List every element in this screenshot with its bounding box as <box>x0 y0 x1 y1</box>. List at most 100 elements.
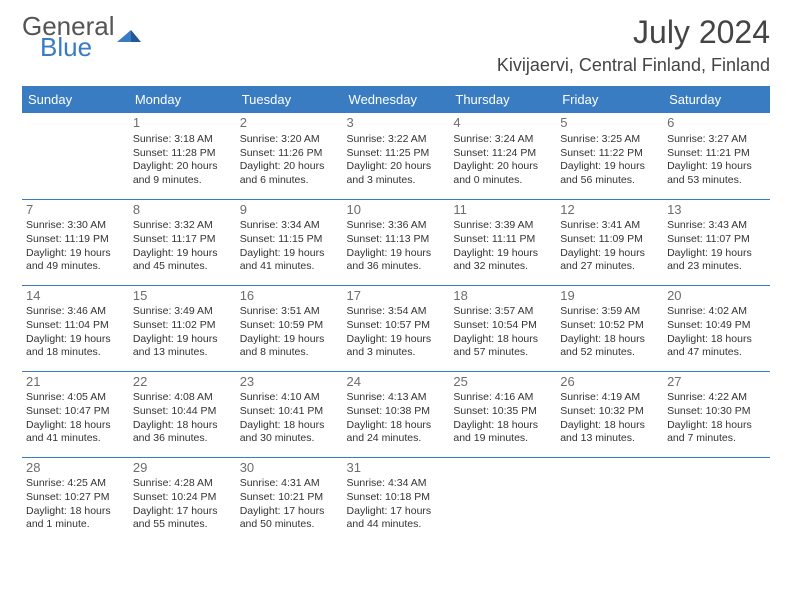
daylight-text: Daylight: 19 hours <box>240 333 339 347</box>
sunrise-text: Sunrise: 4:16 AM <box>453 391 552 405</box>
day-cell: 21Sunrise: 4:05 AMSunset: 10:47 PMDaylig… <box>22 371 129 457</box>
day-number: 5 <box>560 115 659 132</box>
daylight-text: and 55 minutes. <box>133 518 232 532</box>
header: General Blue July 2024 Kivijaervi, Centr… <box>22 14 770 76</box>
day-cell <box>663 457 770 543</box>
daylight-text: Daylight: 19 hours <box>667 247 766 261</box>
sunrise-text: Sunrise: 4:02 AM <box>667 305 766 319</box>
daylight-text: and 49 minutes. <box>26 260 125 274</box>
day-cell: 7Sunrise: 3:30 AMSunset: 11:19 PMDayligh… <box>22 199 129 285</box>
daylight-text: Daylight: 18 hours <box>667 419 766 433</box>
daylight-text: and 23 minutes. <box>667 260 766 274</box>
day-cell: 9Sunrise: 3:34 AMSunset: 11:15 PMDayligh… <box>236 199 343 285</box>
sunset-text: Sunset: 10:35 PM <box>453 405 552 419</box>
sunset-text: Sunset: 10:59 PM <box>240 319 339 333</box>
week-row: 1Sunrise: 3:18 AMSunset: 11:28 PMDayligh… <box>22 113 770 199</box>
daylight-text: and 53 minutes. <box>667 174 766 188</box>
sunrise-text: Sunrise: 4:05 AM <box>26 391 125 405</box>
day-number: 22 <box>133 374 232 391</box>
daylight-text: Daylight: 18 hours <box>560 333 659 347</box>
daylight-text: and 27 minutes. <box>560 260 659 274</box>
daylight-text: Daylight: 18 hours <box>453 333 552 347</box>
sunset-text: Sunset: 10:21 PM <box>240 491 339 505</box>
sunrise-text: Sunrise: 3:22 AM <box>347 133 446 147</box>
day-cell: 3Sunrise: 3:22 AMSunset: 11:25 PMDayligh… <box>343 113 450 199</box>
day-number: 9 <box>240 202 339 219</box>
weekday-row: SundayMondayTuesdayWednesdayThursdayFrid… <box>22 86 770 113</box>
daylight-text: and 3 minutes. <box>347 346 446 360</box>
day-number: 3 <box>347 115 446 132</box>
daylight-text: Daylight: 20 hours <box>133 160 232 174</box>
day-number: 18 <box>453 288 552 305</box>
daylight-text: and 19 minutes. <box>453 432 552 446</box>
daylight-text: and 13 minutes. <box>133 346 232 360</box>
daylight-text: Daylight: 19 hours <box>560 247 659 261</box>
sunrise-text: Sunrise: 3:43 AM <box>667 219 766 233</box>
weekday-header: Wednesday <box>343 86 450 113</box>
day-number: 1 <box>133 115 232 132</box>
day-cell: 16Sunrise: 3:51 AMSunset: 10:59 PMDaylig… <box>236 285 343 371</box>
daylight-text: Daylight: 17 hours <box>347 505 446 519</box>
title-block: July 2024 Kivijaervi, Central Finland, F… <box>497 14 770 76</box>
daylight-text: and 36 minutes. <box>133 432 232 446</box>
daylight-text: and 1 minute. <box>26 518 125 532</box>
day-cell: 2Sunrise: 3:20 AMSunset: 11:26 PMDayligh… <box>236 113 343 199</box>
daylight-text: and 13 minutes. <box>560 432 659 446</box>
sunrise-text: Sunrise: 4:13 AM <box>347 391 446 405</box>
daylight-text: Daylight: 18 hours <box>240 419 339 433</box>
sunrise-text: Sunrise: 4:31 AM <box>240 477 339 491</box>
day-number: 25 <box>453 374 552 391</box>
daylight-text: and 8 minutes. <box>240 346 339 360</box>
daylight-text: and 56 minutes. <box>560 174 659 188</box>
day-number: 26 <box>560 374 659 391</box>
sunset-text: Sunset: 11:22 PM <box>560 147 659 161</box>
day-cell: 30Sunrise: 4:31 AMSunset: 10:21 PMDaylig… <box>236 457 343 543</box>
daylight-text: Daylight: 18 hours <box>453 419 552 433</box>
sunrise-text: Sunrise: 3:24 AM <box>453 133 552 147</box>
sunset-text: Sunset: 11:15 PM <box>240 233 339 247</box>
daylight-text: Daylight: 20 hours <box>347 160 446 174</box>
day-number: 29 <box>133 460 232 477</box>
sunrise-text: Sunrise: 3:54 AM <box>347 305 446 319</box>
daylight-text: Daylight: 19 hours <box>240 247 339 261</box>
day-number: 31 <box>347 460 446 477</box>
day-cell: 24Sunrise: 4:13 AMSunset: 10:38 PMDaylig… <box>343 371 450 457</box>
day-cell: 17Sunrise: 3:54 AMSunset: 10:57 PMDaylig… <box>343 285 450 371</box>
sunrise-text: Sunrise: 3:34 AM <box>240 219 339 233</box>
sunrise-text: Sunrise: 4:22 AM <box>667 391 766 405</box>
day-cell: 29Sunrise: 4:28 AMSunset: 10:24 PMDaylig… <box>129 457 236 543</box>
sunset-text: Sunset: 10:44 PM <box>133 405 232 419</box>
daylight-text: and 6 minutes. <box>240 174 339 188</box>
day-cell: 6Sunrise: 3:27 AMSunset: 11:21 PMDayligh… <box>663 113 770 199</box>
sunset-text: Sunset: 10:30 PM <box>667 405 766 419</box>
daylight-text: and 32 minutes. <box>453 260 552 274</box>
day-cell: 10Sunrise: 3:36 AMSunset: 11:13 PMDaylig… <box>343 199 450 285</box>
week-row: 7Sunrise: 3:30 AMSunset: 11:19 PMDayligh… <box>22 199 770 285</box>
daylight-text: and 44 minutes. <box>347 518 446 532</box>
daylight-text: and 57 minutes. <box>453 346 552 360</box>
daylight-text: Daylight: 17 hours <box>240 505 339 519</box>
weekday-header: Tuesday <box>236 86 343 113</box>
day-number: 8 <box>133 202 232 219</box>
sunrise-text: Sunrise: 4:25 AM <box>26 477 125 491</box>
daylight-text: Daylight: 19 hours <box>26 333 125 347</box>
day-cell: 8Sunrise: 3:32 AMSunset: 11:17 PMDayligh… <box>129 199 236 285</box>
week-row: 21Sunrise: 4:05 AMSunset: 10:47 PMDaylig… <box>22 371 770 457</box>
day-cell: 27Sunrise: 4:22 AMSunset: 10:30 PMDaylig… <box>663 371 770 457</box>
day-number: 7 <box>26 202 125 219</box>
daylight-text: Daylight: 18 hours <box>26 505 125 519</box>
daylight-text: Daylight: 18 hours <box>560 419 659 433</box>
day-number: 11 <box>453 202 552 219</box>
day-cell: 13Sunrise: 3:43 AMSunset: 11:07 PMDaylig… <box>663 199 770 285</box>
sunset-text: Sunset: 11:26 PM <box>240 147 339 161</box>
daylight-text: Daylight: 19 hours <box>347 247 446 261</box>
sunset-text: Sunset: 10:32 PM <box>560 405 659 419</box>
day-cell: 18Sunrise: 3:57 AMSunset: 10:54 PMDaylig… <box>449 285 556 371</box>
logo-mark-icon <box>117 24 143 49</box>
sunset-text: Sunset: 11:28 PM <box>133 147 232 161</box>
logo: General Blue <box>22 14 143 59</box>
daylight-text: and 45 minutes. <box>133 260 232 274</box>
sunset-text: Sunset: 11:02 PM <box>133 319 232 333</box>
daylight-text: Daylight: 19 hours <box>667 160 766 174</box>
daylight-text: Daylight: 19 hours <box>453 247 552 261</box>
